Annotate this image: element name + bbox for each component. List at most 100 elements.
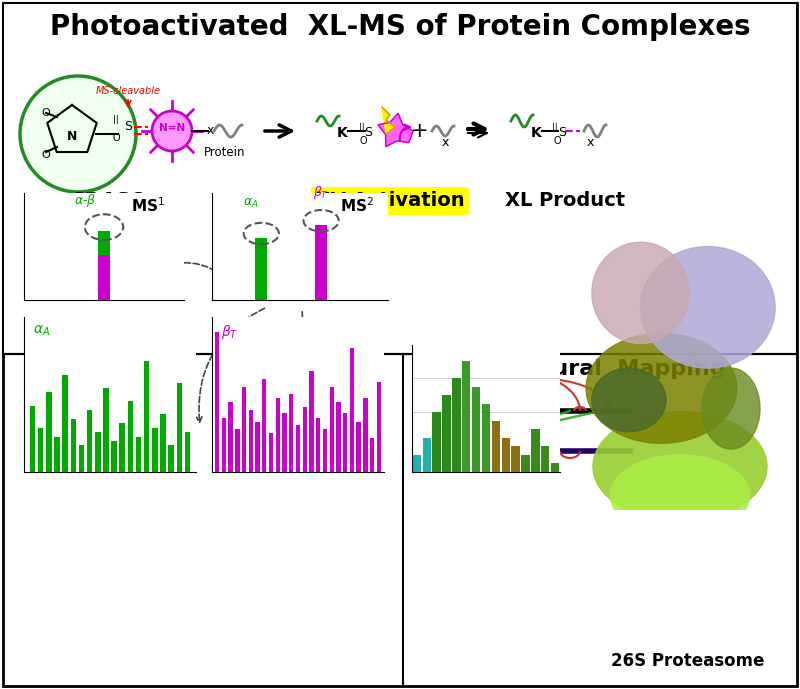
Text: Analysis: Analysis <box>230 359 342 379</box>
Bar <box>472 387 480 472</box>
Bar <box>289 394 294 472</box>
Text: $\alpha_A$: $\alpha_A$ <box>243 197 258 210</box>
Bar <box>262 379 266 472</box>
Text: S: S <box>558 127 566 139</box>
Text: 26S Proteasome: 26S Proteasome <box>611 652 765 670</box>
Text: ||: || <box>359 123 365 132</box>
Text: SDASO: SDASO <box>72 192 148 211</box>
Ellipse shape <box>586 333 737 443</box>
Text: O: O <box>42 108 50 118</box>
Polygon shape <box>378 113 413 147</box>
Text: x: x <box>586 136 594 149</box>
Bar <box>70 419 76 472</box>
Bar <box>160 414 166 472</box>
Polygon shape <box>382 107 395 134</box>
Bar <box>98 255 110 300</box>
Text: XL Product: XL Product <box>505 192 625 211</box>
Text: O: O <box>359 136 367 146</box>
Bar <box>296 425 300 472</box>
Bar <box>152 428 158 472</box>
Bar <box>222 418 226 472</box>
Bar <box>229 402 233 472</box>
Text: $\beta_T$: $\beta_T$ <box>221 323 238 341</box>
Text: MS$^3$: MS$^3$ <box>155 439 195 459</box>
Text: x: x <box>206 125 214 138</box>
Ellipse shape <box>593 411 767 522</box>
Text: N: N <box>67 130 77 143</box>
Text: x: x <box>442 136 449 149</box>
Circle shape <box>20 76 136 192</box>
Text: $\alpha_A$: $\alpha_A$ <box>33 323 50 338</box>
Bar <box>551 464 559 472</box>
Bar <box>30 406 35 472</box>
Text: +: + <box>411 121 429 141</box>
Text: $\alpha$-$\beta$: $\alpha$-$\beta$ <box>74 192 96 209</box>
Bar <box>422 438 431 472</box>
Text: O: O <box>112 133 120 143</box>
Text: K: K <box>337 126 347 140</box>
Bar <box>541 446 550 472</box>
Text: LC-MS: LC-MS <box>86 359 164 379</box>
Bar <box>249 410 253 472</box>
Bar <box>330 387 334 472</box>
Bar <box>177 383 182 472</box>
Text: Structural  Mapping: Structural Mapping <box>474 359 726 379</box>
FancyArrowPatch shape <box>297 311 303 422</box>
Bar <box>62 375 68 472</box>
Text: N=N: N=N <box>159 123 185 133</box>
Bar <box>433 413 441 472</box>
Bar <box>119 423 125 472</box>
Bar <box>282 413 286 472</box>
Ellipse shape <box>641 247 775 368</box>
FancyArrowPatch shape <box>196 308 265 422</box>
Text: MS$^2$: MS$^2$ <box>340 196 374 215</box>
Bar <box>269 433 274 472</box>
Text: n: n <box>173 358 183 373</box>
Text: S: S <box>124 121 132 134</box>
Bar <box>242 387 246 472</box>
Bar <box>502 438 510 472</box>
Bar <box>310 371 314 472</box>
Bar <box>46 392 52 472</box>
Bar <box>363 398 367 472</box>
Bar <box>98 232 110 255</box>
Bar <box>531 429 539 472</box>
Text: Photoactivated  XL-MS of Protein Complexes: Photoactivated XL-MS of Protein Complexe… <box>50 13 750 41</box>
Bar <box>144 361 150 472</box>
FancyBboxPatch shape <box>3 3 797 686</box>
Text: MS-cleavable: MS-cleavable <box>95 86 161 96</box>
Bar <box>168 445 174 472</box>
Text: ||: || <box>552 123 558 132</box>
Bar <box>185 432 190 472</box>
Text: O: O <box>42 150 50 160</box>
Text: UV Activation: UV Activation <box>315 192 465 211</box>
Bar <box>54 437 60 472</box>
Bar <box>377 382 381 472</box>
Bar <box>322 429 327 472</box>
Bar <box>255 422 260 472</box>
Ellipse shape <box>592 368 666 432</box>
Text: MS$^1$: MS$^1$ <box>130 196 165 215</box>
Text: MS$^3$: MS$^3$ <box>315 439 355 459</box>
Bar <box>38 428 43 472</box>
Bar <box>215 333 219 472</box>
Bar <box>136 437 142 472</box>
Text: O: O <box>553 136 561 146</box>
Text: $\beta_T$: $\beta_T$ <box>240 435 259 455</box>
Bar <box>315 225 327 300</box>
Ellipse shape <box>610 455 750 536</box>
Bar <box>78 445 84 472</box>
Bar <box>343 413 347 472</box>
Bar <box>302 407 307 472</box>
Bar <box>316 418 320 472</box>
FancyBboxPatch shape <box>3 3 797 354</box>
Bar <box>511 446 520 472</box>
FancyArrowPatch shape <box>150 263 229 280</box>
Text: Protein: Protein <box>204 145 246 158</box>
Bar <box>370 438 374 472</box>
Bar <box>128 401 133 472</box>
Bar <box>276 398 280 472</box>
Bar <box>357 422 361 472</box>
Bar <box>111 441 117 472</box>
Bar <box>336 402 341 472</box>
